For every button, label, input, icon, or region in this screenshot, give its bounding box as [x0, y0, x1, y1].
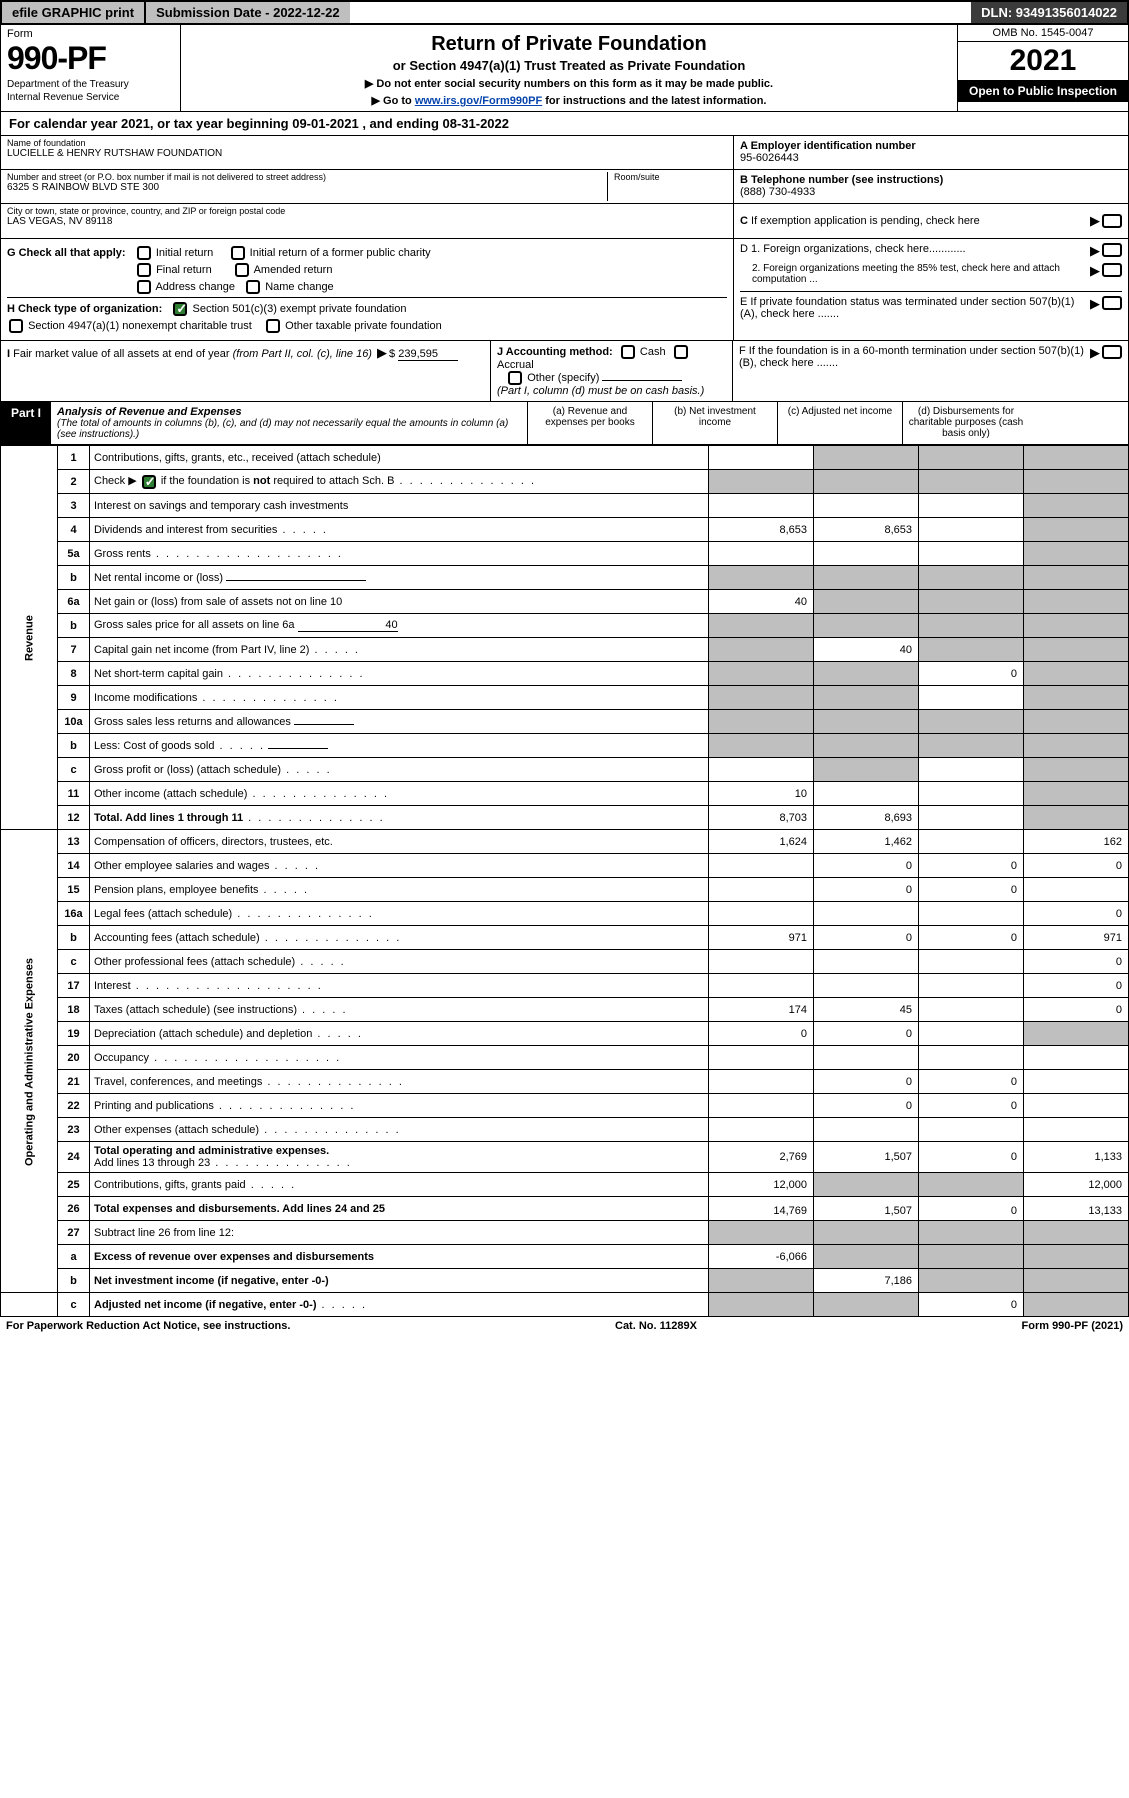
main-table: Revenue 1Contributions, gifts, grants, e…: [0, 445, 1129, 1317]
foundation-name: LUCIELLE & HENRY RUTSHAW FOUNDATION: [7, 148, 727, 159]
f-check[interactable]: [1102, 345, 1122, 359]
ein-value: 95-6026443: [740, 152, 799, 164]
i-amount: 239,595: [398, 348, 458, 361]
d1-label: D 1. Foreign organizations, check here..…: [740, 243, 1088, 259]
cash-check[interactable]: [621, 345, 635, 359]
phone-value: (888) 730-4933: [740, 186, 815, 198]
col-d-head: (d) Disbursements for charitable purpose…: [902, 402, 1029, 444]
form-number: 990-PF: [7, 40, 174, 77]
accrual-check[interactable]: [674, 345, 688, 359]
address: 6325 S RAINBOW BLVD STE 300: [7, 182, 607, 193]
c-checkbox[interactable]: [1102, 214, 1122, 228]
501c3-check[interactable]: [173, 302, 187, 316]
section-i-j-f: I Fair market value of all assets at end…: [0, 341, 1129, 402]
paperwork-notice: For Paperwork Reduction Act Notice, see …: [6, 1320, 290, 1332]
d1-check[interactable]: [1102, 243, 1122, 257]
form-subtitle: or Section 4947(a)(1) Trust Treated as P…: [185, 58, 953, 73]
e-label: E If private foundation status was termi…: [740, 296, 1088, 320]
phone-label: B Telephone number (see instructions): [740, 174, 943, 186]
amended-return-check[interactable]: [235, 263, 249, 277]
note-ssn: ▶ Do not enter social security numbers o…: [185, 77, 953, 90]
d2-label: 2. Foreign organizations meeting the 85%…: [740, 263, 1088, 285]
final-return-check[interactable]: [137, 263, 151, 277]
room-label: Room/suite: [614, 172, 727, 182]
form-label: Form: [7, 28, 174, 40]
addr-change-check[interactable]: [137, 280, 151, 294]
j-label: J Accounting method:: [497, 346, 613, 358]
form-title: Return of Private Foundation: [185, 33, 953, 56]
f-label: F If the foundation is in a 60-month ter…: [739, 345, 1088, 397]
city-label: City or town, state or province, country…: [7, 206, 727, 216]
j-note: (Part I, column (d) must be on cash basi…: [497, 385, 704, 397]
h-label: H Check type of organization:: [7, 303, 162, 315]
other-method-check[interactable]: [508, 371, 522, 385]
note-link: ▶ Go to www.irs.gov/Form990PF for instru…: [185, 94, 953, 107]
part1-header-row: Part I Analysis of Revenue and Expenses …: [0, 402, 1129, 445]
d2-check[interactable]: [1102, 263, 1122, 277]
name-label: Name of foundation: [7, 138, 727, 148]
form-header: Form 990-PF Department of the Treasury I…: [0, 25, 1129, 112]
ein-label: A Employer identification number: [740, 140, 916, 152]
tax-year: 2021: [958, 42, 1128, 80]
initial-former-check[interactable]: [231, 246, 245, 260]
section-g-d: G Check all that apply: Initial return I…: [0, 239, 1129, 341]
top-bar: efile GRAPHIC print Submission Date - 20…: [0, 0, 1129, 25]
omb-number: OMB No. 1545-0047: [958, 25, 1128, 42]
c-label: If exemption application is pending, che…: [751, 215, 980, 227]
expenses-side: Operating and Administrative Expenses: [1, 830, 58, 1293]
calendar-year-line: For calendar year 2021, or tax year begi…: [0, 112, 1129, 136]
dept-treasury: Department of the Treasury: [7, 79, 174, 90]
sch-b-check[interactable]: [142, 475, 156, 489]
form-footer: Form 990-PF (2021): [1022, 1320, 1124, 1332]
cat-no: Cat. No. 11289X: [615, 1320, 697, 1332]
col-a-head: (a) Revenue and expenses per books: [527, 402, 652, 444]
part1-tag: Part I: [1, 402, 51, 444]
col-b-head: (b) Net investment income: [652, 402, 777, 444]
initial-return-check[interactable]: [137, 246, 151, 260]
irs-link[interactable]: www.irs.gov/Form990PF: [415, 95, 542, 107]
entity-info: Name of foundation LUCIELLE & HENRY RUTS…: [0, 136, 1129, 239]
footer: For Paperwork Reduction Act Notice, see …: [0, 1317, 1129, 1335]
efile-print-button[interactable]: efile GRAPHIC print: [2, 2, 146, 23]
open-inspection: Open to Public Inspection: [958, 80, 1128, 102]
col-c-head: (c) Adjusted net income: [777, 402, 902, 444]
submission-date: Submission Date - 2022-12-22: [146, 2, 350, 23]
city-state-zip: LAS VEGAS, NV 89118: [7, 216, 727, 227]
part1-title: Analysis of Revenue and Expenses: [57, 406, 242, 418]
addr-label: Number and street (or P.O. box number if…: [7, 172, 607, 182]
e-check[interactable]: [1102, 296, 1122, 310]
name-change-check[interactable]: [246, 280, 260, 294]
dept-irs: Internal Revenue Service: [7, 92, 174, 103]
part1-sub: (The total of amounts in columns (b), (c…: [57, 418, 521, 440]
other-taxable-check[interactable]: [266, 319, 280, 333]
dln-label: DLN: 93491356014022: [971, 2, 1127, 23]
i-label: I Fair market value of all assets at end…: [7, 348, 372, 360]
revenue-side: Revenue: [1, 446, 58, 830]
g-label: G Check all that apply:: [7, 247, 126, 259]
4947a1-check[interactable]: [9, 319, 23, 333]
